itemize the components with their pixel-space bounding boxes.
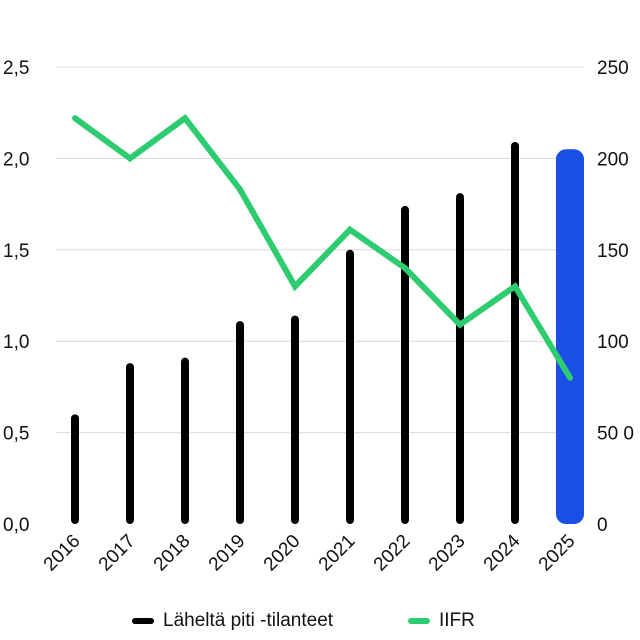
- bar-2020: [291, 315, 299, 524]
- legend-swatch-line: [408, 618, 430, 624]
- right-tick-label: 200: [597, 149, 629, 170]
- gridlines: [56, 66, 584, 434]
- bar-2023: [456, 193, 464, 524]
- iifr-line: [72, 114, 573, 381]
- left-tick-label: 1,5: [3, 241, 29, 262]
- bar-2024: [511, 141, 519, 524]
- right-tick-label: 50 0: [597, 424, 634, 445]
- x-tick-label: 2023: [425, 531, 470, 576]
- left-tick-label: 2,0: [3, 149, 29, 170]
- right-tick-label: 100: [597, 332, 629, 353]
- left-tick-label: 0,5: [3, 424, 29, 445]
- bar-2018: [181, 357, 189, 524]
- x-tick-label: 2020: [260, 531, 305, 576]
- bar-highlight-2025: [556, 149, 584, 524]
- right-tick-label: 0: [597, 515, 608, 536]
- left-tick-label: 0,0: [3, 515, 29, 536]
- x-tick-label: 2024: [480, 530, 525, 575]
- x-tick-label: 2025: [535, 531, 580, 576]
- combo-chart: 0,0 0,5 1,0 1,5 2,0 2,5 0 50 0 100 150 200 250 201…: [3, 58, 634, 575]
- legend-label-line: IIFR: [439, 610, 475, 631]
- legend-item-bars: Läheltä piti -tilanteet: [132, 604, 333, 638]
- left-tick-label: 2,5: [3, 58, 29, 79]
- legend: Läheltä piti -tilanteet IIFR: [0, 604, 640, 638]
- right-tick-label: 150: [597, 241, 629, 262]
- left-axis-ticks: 0,0 0,5 1,0 1,5 2,0 2,5: [3, 58, 29, 536]
- left-tick-label: 1,0: [3, 332, 29, 353]
- right-axis-ticks: 0 50 0 100 150 200 250: [597, 58, 634, 536]
- x-tick-label: 2019: [205, 531, 250, 576]
- legend-swatch-bars: [132, 618, 154, 624]
- bar-2016: [71, 414, 79, 524]
- x-tick-label: 2016: [40, 531, 85, 576]
- x-tick-label: 2022: [370, 531, 415, 576]
- bar-2017: [126, 363, 134, 524]
- legend-item-line: IIFR: [408, 604, 475, 638]
- x-tick-label: 2017: [95, 531, 140, 576]
- bar-2022: [401, 205, 409, 525]
- right-tick-label: 250: [597, 58, 629, 79]
- line-series: [72, 114, 573, 381]
- x-tick-label: 2018: [150, 531, 195, 576]
- x-tick-label: 2021: [315, 531, 360, 576]
- bar-series: [71, 141, 584, 525]
- bar-2019: [236, 321, 244, 524]
- bar-2021: [346, 249, 354, 525]
- x-axis-ticks: 2016 2017 2018 2019 2020 2021 2022 2023 2024 2025: [40, 530, 580, 575]
- legend-label-bars: Läheltä piti -tilanteet: [163, 610, 334, 631]
